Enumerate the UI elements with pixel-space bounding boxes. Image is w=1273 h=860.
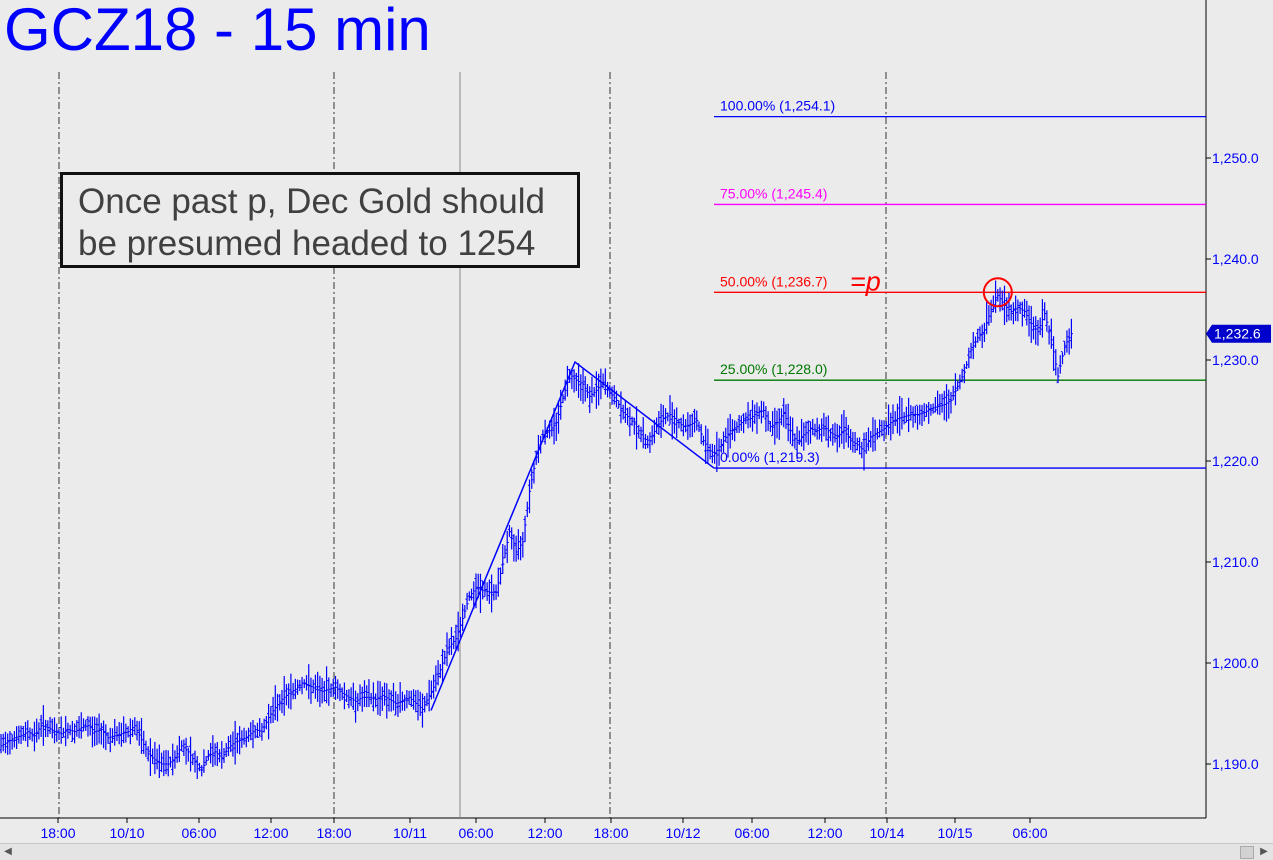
x-tick-label: 06:00 — [181, 825, 216, 841]
fib-level-label: 50.00% (1,236.7) — [720, 273, 827, 289]
abc-pattern-line — [430, 360, 715, 711]
fib-level-label: 25.00% (1,228.0) — [720, 361, 827, 377]
last-price-label: 1,232.6 — [1214, 326, 1261, 342]
horizontal-scrollbar[interactable]: ◀ ▶ — [0, 843, 1273, 860]
annotation-box: Once past p, Dec Gold should be presumed… — [60, 172, 580, 268]
fib-level-label: 0.00% (1,219.3) — [720, 449, 820, 465]
fib-level-label: 75.00% (1,245.4) — [720, 185, 827, 201]
x-tick-label: 10/10 — [109, 825, 144, 841]
x-tick-label: 06:00 — [1012, 825, 1047, 841]
y-tick-label: 1,220.0 — [1212, 453, 1259, 469]
pivot-marker-label: =p — [850, 266, 881, 296]
x-tick-label: 10/11 — [393, 825, 427, 841]
fib-level-label: 100.00% (1,254.1) — [720, 98, 835, 114]
x-tick-label: 12:00 — [807, 825, 842, 841]
x-tick-label: 12:00 — [253, 825, 288, 841]
x-tick-label: 06:00 — [458, 825, 493, 841]
x-tick-label: 10/14 — [869, 825, 904, 841]
annotation-line-1: Once past p, Dec Gold should — [78, 182, 545, 221]
chart-title: GCZ18 - 15 min — [4, 0, 431, 63]
last-price-tag — [1206, 324, 1271, 343]
y-tick-label: 1,230.0 — [1212, 352, 1259, 368]
y-tick-label: 1,210.0 — [1212, 554, 1259, 570]
y-tick-label: 1,200.0 — [1212, 655, 1259, 671]
annotation-line-2: be presumed headed to 1254 — [78, 224, 536, 263]
x-tick-label: 18:00 — [593, 825, 628, 841]
scroll-left-icon[interactable]: ◀ — [4, 846, 12, 857]
x-tick-label: 06:00 — [734, 825, 769, 841]
x-tick-label: 10/15 — [937, 825, 972, 841]
x-tick-label: 18:00 — [316, 825, 351, 841]
scroll-right-icon[interactable]: ▶ — [1260, 846, 1268, 857]
x-tick-label: 18:00 — [40, 825, 75, 841]
x-tick-label: 10/12 — [665, 825, 700, 841]
y-tick-label: 1,240.0 — [1212, 251, 1259, 267]
y-tick-label: 1,190.0 — [1212, 756, 1259, 772]
scrollbar-thumb[interactable] — [1240, 846, 1254, 859]
circled-high-marker — [982, 277, 1013, 308]
x-tick-label: 12:00 — [527, 825, 562, 841]
y-tick-label: 1,250.0 — [1212, 150, 1259, 166]
